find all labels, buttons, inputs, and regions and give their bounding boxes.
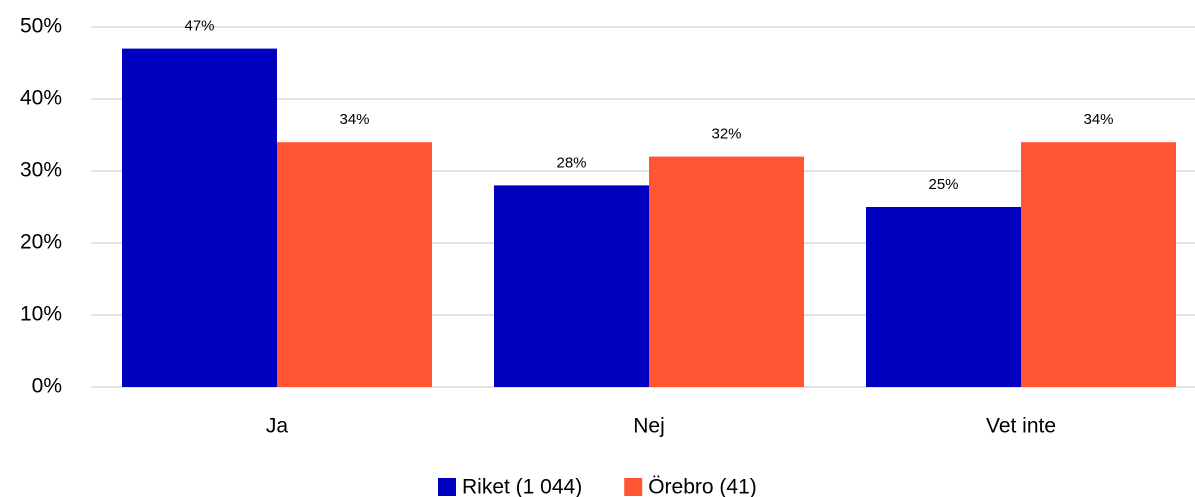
data-label: 25% (928, 176, 958, 193)
data-label: 34% (339, 111, 369, 128)
bar (494, 185, 649, 387)
y-tick-label: 0% (32, 375, 62, 398)
y-tick-label: 40% (20, 87, 62, 110)
legend-swatch (438, 478, 456, 496)
x-tick-label: Nej (633, 415, 665, 438)
legend-swatch (624, 478, 643, 496)
bar (649, 156, 804, 387)
legend-label: Örebro (41) (648, 476, 757, 497)
y-tick-label: 50% (20, 15, 62, 38)
data-label: 34% (1083, 111, 1113, 128)
y-tick-label: 10% (20, 303, 62, 326)
data-label: 28% (556, 154, 586, 171)
data-label: 32% (711, 126, 741, 143)
legend-label: Riket (1 044) (462, 476, 582, 497)
bar (122, 48, 277, 387)
y-tick-label: 20% (20, 231, 62, 254)
x-tick-label: Ja (266, 415, 289, 438)
bar (277, 142, 432, 387)
x-tick-label: Vet inte (986, 415, 1056, 438)
y-tick-label: 30% (20, 159, 62, 182)
bar (866, 207, 1021, 387)
data-label: 47% (184, 18, 214, 35)
bar (1021, 142, 1176, 387)
